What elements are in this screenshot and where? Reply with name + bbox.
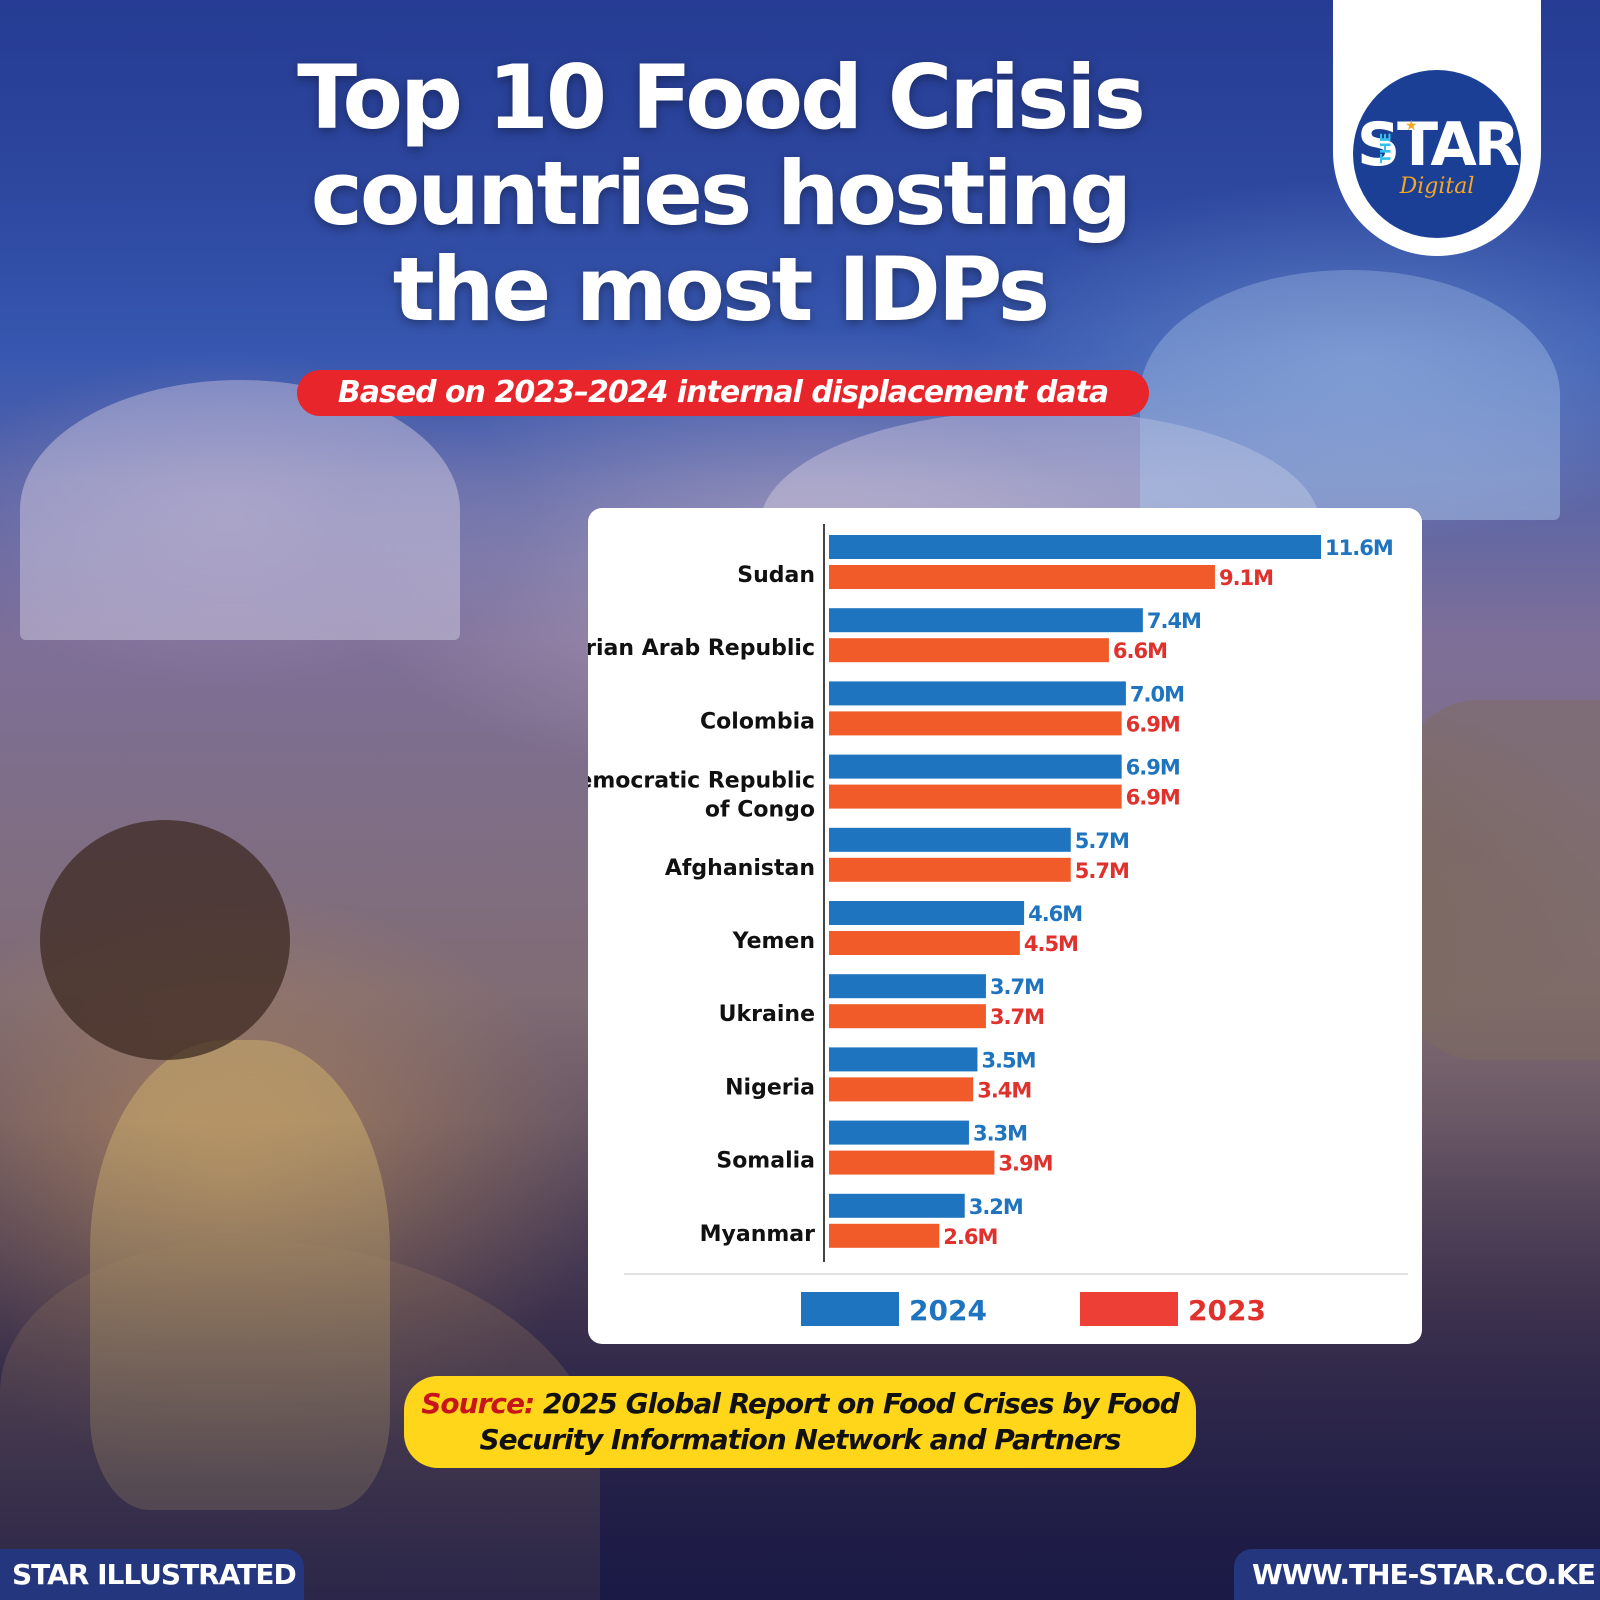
data-label-2024: 3.3M: [973, 1122, 1027, 1146]
legend-swatch-2024: [801, 1292, 899, 1326]
bar-2024: [829, 974, 986, 999]
category-label: Nigeria: [725, 1075, 815, 1100]
bar-2023: [829, 565, 1215, 589]
data-label-2023: 3.7M: [990, 1005, 1044, 1029]
bar-2024: [829, 901, 1025, 925]
bar-2024: [829, 681, 1126, 706]
category-label-line: of Congo: [705, 798, 815, 823]
category-label: Syrian Arab Republic: [588, 636, 815, 661]
category-label: Afghanistan: [665, 856, 815, 881]
data-label-2023: 5.7M: [1075, 859, 1129, 883]
bar-2024: [829, 535, 1321, 559]
bar-2024: [829, 827, 1071, 852]
category-label: Yemen: [732, 929, 815, 954]
data-label-2023: 9.1M: [1219, 566, 1273, 590]
source-note: Source: 2025 Global Report on Food Crise…: [404, 1376, 1196, 1468]
category-label: Ukraine: [719, 1002, 815, 1027]
data-label-2023: 3.4M: [977, 1078, 1031, 1102]
footer-brand: STAR ILLUSTRATED: [0, 1549, 304, 1600]
bar-2023: [829, 857, 1071, 882]
bar-2024: [829, 754, 1122, 779]
bar-chart: Sudan 11.6M 9.1M Syrian Arab Republic 7.4M 6.…: [588, 524, 1408, 1327]
logo-star-text: STAR: [1356, 110, 1520, 180]
data-label-2024: 7.0M: [1130, 682, 1184, 706]
data-label-2024: 4.6M: [1028, 902, 1082, 926]
data-label-2023: 6.9M: [1126, 712, 1180, 736]
source-line2: Security Information Network and Partner…: [479, 1423, 1122, 1456]
footer-website-link[interactable]: WWW.THE-STAR.CO.KE: [1234, 1549, 1600, 1600]
data-label-2024: 7.4M: [1147, 609, 1201, 633]
logo-star-icon: ★: [1405, 118, 1418, 134]
bar-2024: [829, 1047, 978, 1072]
bar-2023: [829, 784, 1122, 809]
bar-2024: [829, 1120, 969, 1145]
source-line1: 2025 Global Report on Food Crises by Foo…: [534, 1387, 1180, 1420]
legend-swatch-2023: [1080, 1292, 1178, 1326]
category-label: Sudan: [737, 563, 815, 588]
data-label-2024: 3.2M: [969, 1195, 1023, 1219]
data-label-2024: 6.9M: [1126, 756, 1180, 780]
chart-card: Sudan 11.6M 9.1M Syrian Arab Republic 7.4M 6.…: [588, 508, 1422, 1344]
legend-label-2023: 2023: [1188, 1294, 1266, 1327]
data-label-2023: 6.6M: [1113, 639, 1167, 663]
logo-digital-text: Digital: [1399, 174, 1475, 199]
category-label: Colombia: [700, 709, 815, 734]
legend-label-2024: 2024: [909, 1294, 987, 1327]
data-label-2024: 3.7M: [990, 975, 1044, 999]
category-label: Myanmar: [700, 1222, 816, 1247]
bar-2023: [829, 711, 1122, 736]
page-title: Top 10 Food Crisis countries hosting the…: [297, 46, 1146, 341]
bar-2023: [829, 931, 1020, 955]
data-label-2023: 3.9M: [998, 1152, 1052, 1176]
logo-the-text: THE: [1378, 132, 1395, 164]
bar-2023: [829, 1004, 986, 1029]
source-label: Source:: [421, 1387, 535, 1420]
bar-2023: [829, 1077, 974, 1102]
data-label-2024: 11.6M: [1325, 536, 1393, 560]
star-digital-logo[interactable]: THE ★ STAR Digital: [1353, 70, 1521, 238]
bar-2023: [829, 1223, 940, 1248]
bar-2024: [829, 608, 1143, 633]
category-label: Somalia: [716, 1149, 815, 1174]
category-label: Democratic Republic of Congo: [588, 769, 815, 823]
data-label-2023: 6.9M: [1126, 786, 1180, 810]
data-label-2023: 4.5M: [1024, 932, 1078, 956]
data-label-2023: 2.6M: [943, 1225, 997, 1249]
bar-2023: [829, 1150, 995, 1175]
bar-2023: [829, 638, 1109, 663]
data-label-2024: 3.5M: [981, 1048, 1035, 1072]
category-label-line: Democratic Republic: [588, 769, 815, 794]
data-label-2024: 5.7M: [1075, 829, 1129, 853]
subtitle-pill: Based on 2023–2024 internal displacement…: [297, 370, 1149, 416]
bar-2024: [829, 1193, 965, 1218]
